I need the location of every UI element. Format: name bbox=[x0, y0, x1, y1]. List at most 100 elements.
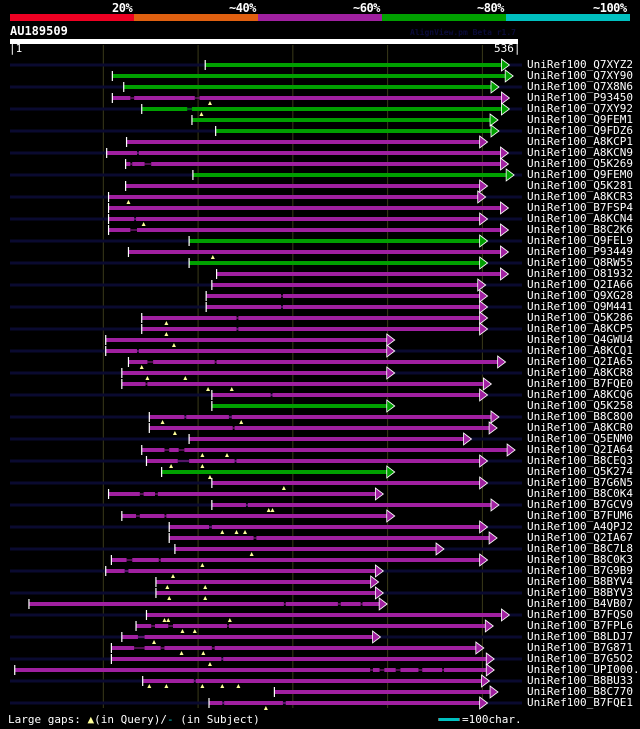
hit-label[interactable]: UniRef100_Q5K258 bbox=[527, 399, 633, 412]
hit-label[interactable]: UniRef100_Q7XY90 bbox=[527, 69, 633, 82]
alignment-end-arrow bbox=[386, 366, 396, 380]
hit-label[interactable]: UniRef100_A8KCP1 bbox=[527, 135, 633, 148]
hit-label[interactable]: UniRef100_B7G5O2 bbox=[527, 652, 633, 665]
hit-label[interactable]: UniRef100_Q2IA67 bbox=[527, 531, 633, 544]
hit-label[interactable]: UniRef100_Q8RW55 bbox=[527, 256, 633, 269]
alignment-segment bbox=[105, 349, 137, 353]
hit-label[interactable]: UniRef100_Q5K286 bbox=[527, 311, 633, 324]
alignment-end-arrow bbox=[372, 630, 382, 644]
hit-label[interactable]: UniRef100_Q9XG28 bbox=[527, 289, 633, 302]
hit-label[interactable]: UniRef100_B7G6N5 bbox=[527, 476, 633, 489]
alignment-segment bbox=[211, 481, 481, 485]
hit-label[interactable]: UniRef100_B8BYV4 bbox=[527, 575, 633, 588]
hit-label[interactable]: UniRef100_Q4GWU4 bbox=[527, 333, 633, 346]
hit-label[interactable]: UniRef100_P93450 bbox=[527, 91, 633, 104]
hit-label[interactable]: UniRef100_B8C8Q0 bbox=[527, 410, 633, 423]
hit-label[interactable]: UniRef100_Q2IA66 bbox=[527, 278, 633, 291]
alignment-segment bbox=[256, 536, 491, 540]
hit-label[interactable]: UniRef100_Q9FEM0 bbox=[527, 168, 633, 181]
alignment-end-arrow bbox=[500, 201, 510, 215]
query-sequence-bar bbox=[10, 39, 518, 44]
alignment-end-arrow bbox=[386, 399, 396, 413]
alignment-segment bbox=[422, 668, 443, 672]
hit-label[interactable]: UniRef100_Q5K269 bbox=[527, 157, 633, 170]
hit-label[interactable]: UniRef100_B8C7L8 bbox=[527, 542, 633, 555]
hit-label[interactable]: UniRef100_Q5K274 bbox=[527, 465, 633, 478]
alignment-end-arrow bbox=[479, 388, 489, 402]
hit-label[interactable]: UniRef100_Q2IA64 bbox=[527, 443, 633, 456]
alignment-segment bbox=[206, 305, 282, 309]
hit-label[interactable]: UniRef100_Q7X8N6 bbox=[527, 80, 633, 93]
hit-label[interactable]: UniRef100_A8KCR0 bbox=[527, 421, 633, 434]
hit-label[interactable]: UniRef100_Q9FEM1 bbox=[527, 113, 633, 126]
alignment-segment bbox=[209, 701, 223, 705]
hit-label[interactable]: UniRef100_Q9FEL9 bbox=[527, 234, 633, 247]
query-gap-marker bbox=[239, 420, 244, 424]
alignment-end-arrow bbox=[501, 58, 511, 72]
alignment-end-arrow bbox=[497, 355, 507, 369]
alignment-segment bbox=[125, 162, 131, 166]
hit-label[interactable]: UniRef100_P93449 bbox=[527, 245, 633, 258]
hit-label[interactable]: UniRef100_A8KCQ1 bbox=[527, 344, 633, 357]
hit-label[interactable]: UniRef100_B7FQE1 bbox=[527, 696, 633, 709]
hit-label[interactable]: UniRef100_Q9M441 bbox=[527, 300, 633, 313]
hit-label[interactable]: UniRef100_B8C0K4 bbox=[527, 487, 633, 500]
alignment-segment bbox=[121, 514, 137, 518]
hit-label[interactable]: UniRef100_Q7XYZ2 bbox=[527, 58, 633, 71]
hit-label[interactable]: UniRef100_B7G9B9 bbox=[527, 564, 633, 577]
hit-label[interactable]: UniRef100_Q2IA65 bbox=[527, 355, 633, 368]
scale-bar-icon bbox=[438, 718, 460, 721]
hit-label[interactable]: UniRef100_A8KCQ6 bbox=[527, 388, 633, 401]
alignment-end-arrow bbox=[506, 443, 516, 457]
hit-label[interactable]: UniRef100_A8KCN9 bbox=[527, 146, 633, 159]
query-gap-marker bbox=[229, 387, 234, 391]
alignment-end-arrow bbox=[500, 146, 510, 160]
alignment-segment bbox=[138, 349, 388, 353]
alignment-segment bbox=[128, 360, 148, 364]
hit-label[interactable]: UniRef100_O81932 bbox=[527, 267, 633, 280]
alignment-segment bbox=[121, 635, 138, 639]
alignment-segment bbox=[169, 525, 210, 529]
hit-label[interactable]: UniRef100_B8BU33 bbox=[527, 674, 633, 687]
hit-label[interactable]: UniRef100_A4QPJ2 bbox=[527, 520, 633, 533]
alignment-segment bbox=[215, 129, 492, 133]
hit-label[interactable]: UniRef100_B8LDJ7 bbox=[527, 630, 633, 643]
alignment-end-arrow bbox=[500, 157, 510, 171]
query-gap-marker bbox=[162, 618, 167, 622]
hit-label[interactable]: UniRef100_Q5K281 bbox=[527, 179, 633, 192]
hit-label[interactable]: UniRef100_B8C2K6 bbox=[527, 223, 633, 236]
hit-label[interactable]: UniRef100_A8KCR3 bbox=[527, 190, 633, 203]
query-gap-marker bbox=[183, 376, 188, 380]
alignment-end-arrow bbox=[479, 553, 489, 567]
query-gap-marker bbox=[207, 475, 212, 479]
hit-label[interactable]: UniRef100_B7FUM6 bbox=[527, 509, 633, 522]
alignment-segment bbox=[236, 459, 481, 463]
alignment-segment bbox=[14, 668, 371, 672]
alignment-end-arrow bbox=[435, 542, 445, 556]
hit-label[interactable]: UniRef100_Q5ENM0 bbox=[527, 432, 633, 445]
hit-label[interactable]: UniRef100_B8BYV3 bbox=[527, 586, 633, 599]
hit-label[interactable]: UniRef100_A8KCR8 bbox=[527, 366, 633, 379]
alignment-segment bbox=[223, 657, 488, 661]
alignment-end-arrow bbox=[485, 652, 495, 666]
query-gap-marker bbox=[126, 200, 131, 204]
hit-label[interactable]: UniRef100_B8C770 bbox=[527, 685, 633, 698]
hit-label[interactable]: UniRef100_B8C0K3 bbox=[527, 553, 633, 566]
hit-label[interactable]: UniRef100_Q7XY92 bbox=[527, 102, 633, 115]
hit-label[interactable]: UniRef100_B7FQE0 bbox=[527, 377, 633, 390]
hit-label[interactable]: UniRef100_A8KCP5 bbox=[527, 322, 633, 335]
hit-label[interactable]: UniRef100_Q9FDZ6 bbox=[527, 124, 633, 137]
hit-label[interactable]: UniRef100_B7FPL6 bbox=[527, 619, 633, 632]
query-gap-marker bbox=[164, 332, 169, 336]
hit-label[interactable]: UniRef100_B8CEQ3 bbox=[527, 454, 633, 467]
alignment-segment bbox=[108, 217, 135, 221]
alignment-end-arrow bbox=[481, 674, 491, 688]
alignment-segment bbox=[128, 250, 502, 254]
hit-label[interactable]: UniRef100_B7G871 bbox=[527, 641, 633, 654]
hit-label[interactable]: UniRef100_B7FQS0 bbox=[527, 608, 633, 621]
hit-label[interactable]: UniRef100_A8KCN4 bbox=[527, 212, 633, 225]
hit-label[interactable]: UniRef100_B4VB07 bbox=[527, 597, 633, 610]
hit-label[interactable]: UniRef100_UPI000.. bbox=[527, 663, 640, 676]
hit-label[interactable]: UniRef100_B7GCV9 bbox=[527, 498, 633, 511]
hit-label[interactable]: UniRef100_B7FSP4 bbox=[527, 201, 633, 214]
